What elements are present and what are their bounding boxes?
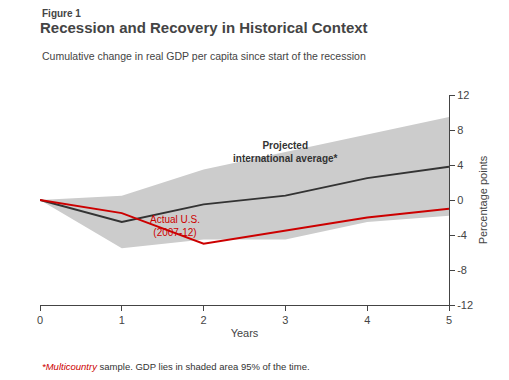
svg-text:5: 5 xyxy=(446,314,452,326)
svg-text:0: 0 xyxy=(457,194,463,206)
svg-text:-4: -4 xyxy=(457,229,467,241)
svg-text:Cumulative change in real GDP: Cumulative change in real GDP per capita… xyxy=(42,50,366,62)
svg-text:8: 8 xyxy=(457,124,463,136)
svg-text:Years: Years xyxy=(231,327,259,339)
svg-text:Projectedinternational average: Projectedinternational average* xyxy=(233,140,338,164)
svg-text:1: 1 xyxy=(119,314,125,326)
svg-text:*Multicountry sample. GDP lies: *Multicountry sample. GDP lies in shaded… xyxy=(42,361,310,372)
svg-text:Recession and Recovery in Hist: Recession and Recovery in Historical Con… xyxy=(40,19,368,36)
svg-text:4: 4 xyxy=(364,314,370,326)
svg-text:4: 4 xyxy=(457,159,463,171)
svg-text:Actual U.S.(2007-12): Actual U.S.(2007-12) xyxy=(150,214,200,238)
svg-text:3: 3 xyxy=(282,314,288,326)
svg-text:0: 0 xyxy=(37,314,43,326)
svg-text:12: 12 xyxy=(457,89,469,101)
svg-text:Percentage points: Percentage points xyxy=(477,155,489,244)
svg-text:2: 2 xyxy=(201,314,207,326)
svg-text:Figure 1: Figure 1 xyxy=(42,8,81,19)
svg-text:-8: -8 xyxy=(457,264,467,276)
svg-text:-12: -12 xyxy=(457,299,473,311)
